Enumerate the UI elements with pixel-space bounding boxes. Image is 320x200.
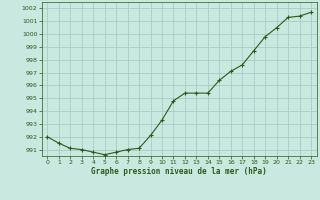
X-axis label: Graphe pression niveau de la mer (hPa): Graphe pression niveau de la mer (hPa) — [91, 167, 267, 176]
